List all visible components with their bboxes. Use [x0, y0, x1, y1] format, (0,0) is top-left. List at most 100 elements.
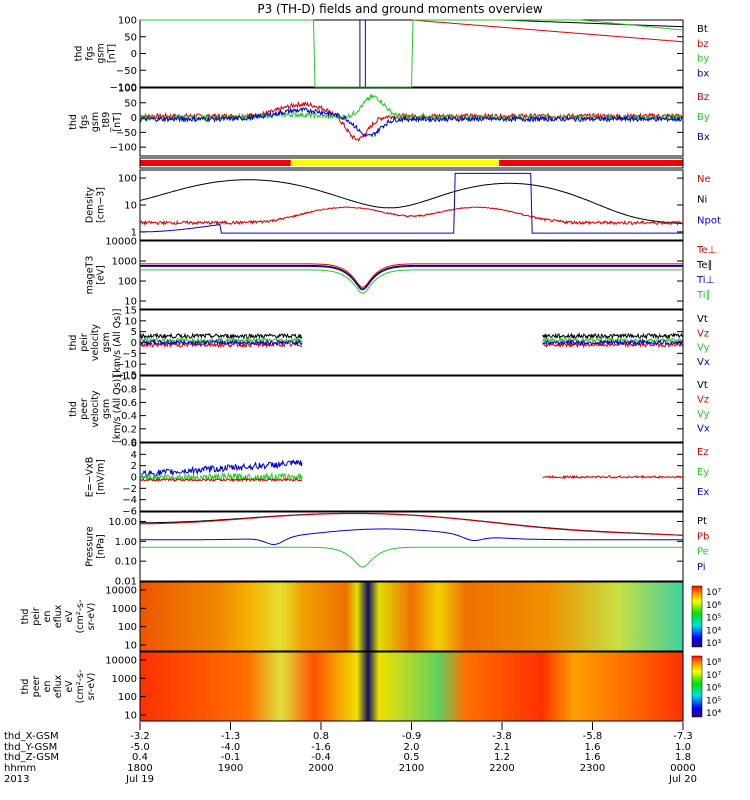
peer_spectrogram-ylabel: eV: [64, 680, 75, 693]
xtick-label: -1.6: [311, 742, 331, 753]
efield-ylabel: [mV/m]: [96, 459, 107, 495]
peer_spectrogram-ylabel: en: [42, 681, 53, 693]
temperature-ytick-label: 1000: [112, 257, 137, 268]
pressure-ylabel: Pressure: [85, 526, 96, 567]
xtick-label: 0000: [670, 763, 695, 774]
xtick-label: 1.8: [675, 752, 691, 763]
peir_spectrogram-colorbar-label: 10³: [706, 639, 721, 649]
fgs-bt-line: [140, 19, 684, 28]
peer_spectrogram-colorbar-label: 10⁶: [706, 684, 721, 694]
fgs-ytick-label: −50: [116, 66, 137, 77]
pressure-legend-item: Pi: [697, 562, 706, 573]
pressure-ylabel: [nPa]: [96, 534, 107, 559]
fgs_hpf-ylabel: gsm: [90, 112, 101, 132]
efield-ez-line: [139, 474, 684, 483]
peir_spectrogram-frame: [139, 581, 684, 652]
temp-tiperp-line: [140, 265, 683, 291]
peir_velocity-legend-item: Vt: [697, 314, 708, 325]
peer_velocity-ylabel: thd: [68, 401, 79, 417]
peir_spectrogram-colorbar-label: 10⁷: [706, 588, 721, 598]
fgs-ytick-label: 50: [124, 32, 137, 43]
xtick-label: -3.8: [492, 731, 512, 742]
temperature-legend-item: Te∥: [696, 260, 713, 271]
density-ytick-label: 100: [118, 174, 137, 185]
peer_velocity-ylabel: velocity: [90, 390, 101, 428]
efield-ytick-label: 4: [131, 450, 137, 461]
efield-legend-item: Ex: [697, 487, 709, 498]
efield-ytick-label: 6: [131, 439, 137, 450]
peer_velocity-ylabel: [km/s (All Qs)]: [112, 375, 123, 443]
xtick-label: 2000: [308, 763, 333, 774]
peer_spectrogram-ytick-label: 10000: [105, 656, 137, 667]
fgs-by-line: [140, 19, 684, 88]
fgs-ytick-label: −100: [110, 83, 137, 94]
temperature-frame: [139, 240, 684, 310]
peir_velocity-ytick-label: 5: [131, 327, 137, 338]
xtick-label: -7.3: [673, 731, 693, 742]
peer_velocity-ytick-label: 0.8: [121, 385, 137, 396]
peir_velocity-ytick-label: −15: [116, 371, 137, 382]
peir_velocity-ytick-label: −5: [122, 349, 137, 360]
fgs-ytick-label: 100: [118, 16, 137, 27]
pressure-legend-item: Pt: [697, 516, 707, 527]
density-legend-item: Ne: [697, 174, 711, 185]
axis-row-label: thd_Y-GSM: [4, 742, 57, 753]
density-legend-item: Npot: [697, 215, 721, 226]
xtick-label: -4.0: [221, 742, 241, 753]
peir_velocity-ytick-label: 0: [131, 338, 137, 349]
temperature-ytick-label: 10000: [105, 237, 137, 248]
peer_spectrogram-colorbar: [691, 655, 703, 718]
peir_spectrogram-ytick-label: 1000: [112, 604, 137, 615]
peir_velocity-ytick-label: 15: [124, 306, 137, 317]
pressure-ytick-label: 0.10: [115, 557, 137, 568]
xtick-label: Jul 20: [668, 774, 697, 785]
pressure-ytick-label: 10.00: [108, 517, 137, 528]
peer_velocity-ytick-label: 1.0: [121, 372, 137, 383]
pressure-pb-line: [139, 513, 684, 536]
peer_spectrogram-ytick-label: 10: [124, 711, 137, 722]
xtick-label: 1900: [218, 763, 243, 774]
efield-ytick-label: 2: [131, 461, 137, 472]
pressure-ytick-label: 0.01: [115, 577, 137, 588]
peer_spectrogram-frame: [139, 651, 684, 722]
fgs-legend-item: by: [697, 54, 709, 65]
xtick-label: 1800: [127, 763, 152, 774]
efield-legend-item: Ez: [697, 447, 709, 458]
xtick-label: 1.2: [494, 752, 510, 763]
peer_spectrogram-ylabel: (cm²-s-: [75, 670, 86, 704]
peir_velocity-legend-item: Vz: [697, 328, 709, 339]
peir_spectrogram-colorbar-label: 10⁶: [706, 601, 721, 611]
fgs_hpf-ytick-label: −100: [110, 143, 137, 154]
peer_velocity-ytick-label: 0.4: [121, 411, 137, 422]
peir_velocity-legend-item: Vx: [697, 357, 710, 368]
efield-ytick-label: −6: [122, 507, 137, 518]
peer_spectrogram-ylabel: sr-eV): [86, 673, 97, 701]
peir_spectrogram-ylabel: eV: [64, 610, 75, 623]
axis-row-label: 2013: [4, 774, 29, 785]
peer_spectrogram-ylabel: peer: [31, 676, 42, 698]
region-bar-frame: [139, 157, 684, 169]
peer_velocity-legend-item: Vx: [697, 424, 710, 435]
xtick-label: -3.2: [130, 731, 150, 742]
peer_spectrogram-colorbar-label: 10⁷: [706, 671, 721, 681]
pressure-pi-line: [140, 528, 683, 546]
peir_spectrogram-colorbar-label: 10⁵: [706, 614, 721, 624]
peir_velocity-ytick-label: 10: [124, 316, 137, 327]
pressure-legend-item: Pb: [697, 531, 709, 542]
efield-ytick-label: −4: [122, 495, 137, 506]
fgs-ylabel: [nT]: [107, 44, 118, 63]
hpf-bx-line: [139, 107, 684, 138]
xtick-label: 0.8: [313, 731, 329, 742]
fgs-legend-item: bz: [697, 39, 709, 50]
xtick-label: 1.0: [675, 742, 691, 753]
density-ytick-label: 10: [124, 201, 137, 212]
peer_spectrogram-ytick-label: 1000: [112, 674, 137, 685]
peir_velocity-ylabel: [km/s (All Qs)]: [112, 309, 123, 377]
density-ni-line: [139, 179, 684, 225]
peir_spectrogram-colorbar-label: 10⁴: [706, 626, 721, 636]
xtick-label: -0.4: [311, 752, 331, 763]
fgs-ylabel: thd: [74, 46, 85, 62]
peir-vt-line: [139, 331, 684, 340]
xtick-label: 2100: [399, 763, 424, 774]
peer_velocity-legend-item: Vt: [697, 380, 708, 391]
